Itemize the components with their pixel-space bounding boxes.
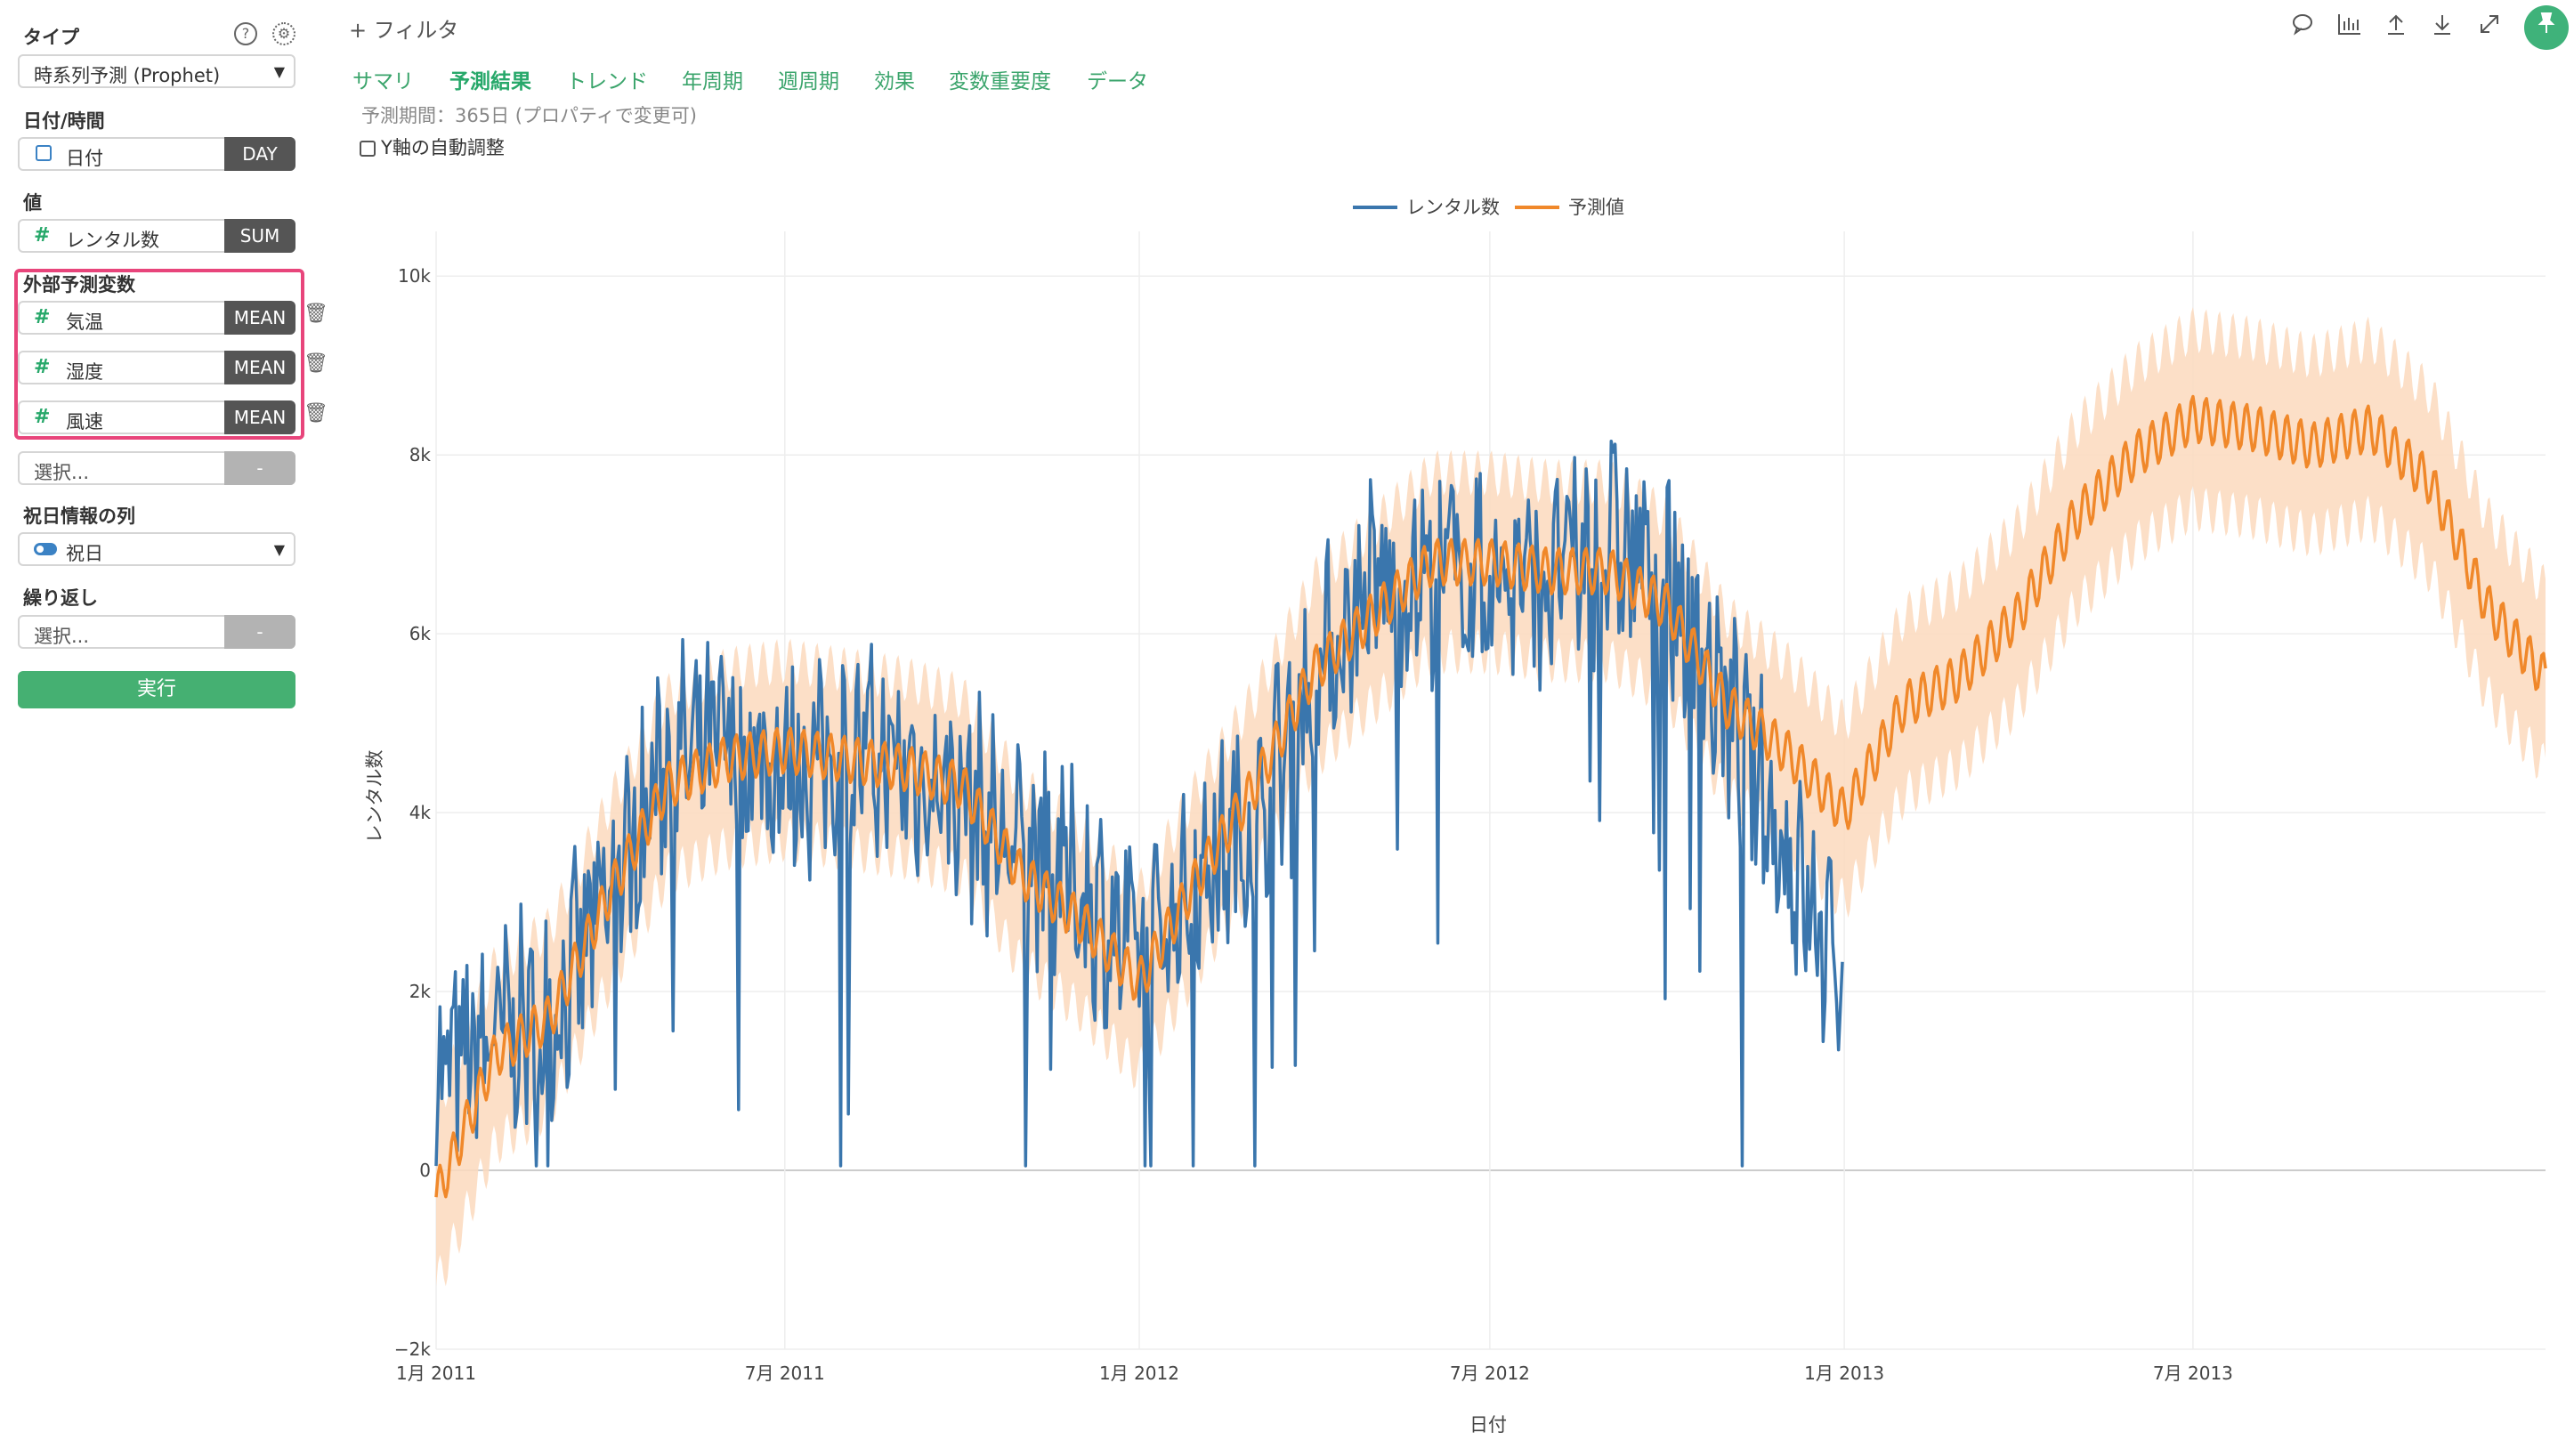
tab-forecast[interactable]: 予測結果	[449, 70, 531, 93]
y-axis-title: レンタル数	[364, 750, 385, 844]
bar-chart-icon[interactable]	[2337, 12, 2362, 41]
number-icon: #	[34, 406, 51, 428]
forecast-period-note: 予測期間：365日 (プロパティで変更可)	[361, 105, 697, 126]
auto-y-checkbox[interactable]: Y軸の自動調整	[360, 133, 505, 160]
regressor-agg-button[interactable]: MEAN	[224, 351, 295, 384]
auto-y-label: Y軸の自動調整	[381, 137, 505, 158]
x-tick-label: 1月 2011	[396, 1363, 476, 1384]
regressor-field[interactable]: # 湿度 MEAN	[18, 351, 295, 384]
date-field-name: 日付	[66, 148, 103, 169]
trash-icon[interactable]: 🗑	[304, 352, 328, 375]
number-icon: #	[34, 306, 51, 328]
regressors-label: 外部予測変数	[23, 274, 135, 295]
regressor-agg-button[interactable]: MEAN	[224, 400, 295, 434]
help-icon[interactable]: ?	[234, 22, 257, 45]
x-tick-label: 7月 2011	[745, 1363, 825, 1384]
value-field-name: レンタル数	[66, 230, 159, 251]
y-tick-label: 0	[419, 1160, 431, 1181]
comment-icon[interactable]	[2291, 12, 2314, 41]
repeat-label: 繰り返し	[23, 587, 98, 609]
date-unit-button[interactable]: DAY	[224, 137, 295, 171]
legend-label-actual: レンタル数	[1406, 197, 1500, 218]
x-tick-label: 1月 2012	[1099, 1363, 1179, 1384]
tab-data[interactable]: データ	[1087, 70, 1148, 93]
toggle-icon	[34, 543, 57, 555]
regressors-highlight	[14, 269, 304, 440]
series-line-forecast	[434, 394, 2547, 1199]
tab-effect[interactable]: 効果	[874, 70, 915, 93]
run-button[interactable]: 実行	[18, 671, 295, 708]
chart-legend: レンタル数 予測値	[1353, 197, 1624, 218]
download-icon[interactable]	[2432, 12, 2453, 41]
x-tick-label: 7月 2012	[1450, 1363, 1530, 1384]
holiday-select[interactable]: 祝日 ▼	[18, 532, 295, 566]
y-tick-label: 6k	[409, 623, 432, 644]
forecast-band-layer	[436, 307, 2546, 1287]
regressor-agg-button[interactable]: MEAN	[224, 301, 295, 335]
value-label: 値	[23, 192, 42, 214]
series-line-actual	[434, 440, 1844, 1168]
y-tick-label: 8k	[409, 444, 432, 465]
tab-summary[interactable]: サマリ	[352, 70, 414, 93]
tab-trend[interactable]: トレンド	[566, 70, 648, 93]
y-tick-label: −2k	[394, 1339, 431, 1360]
tab-importance[interactable]: 変数重要度	[949, 70, 1051, 93]
holiday-value: 祝日	[66, 543, 103, 564]
regressor-add-button[interactable]: -	[224, 451, 295, 485]
checkbox-icon[interactable]	[360, 141, 376, 157]
holiday-label: 祝日情報の列	[23, 506, 135, 527]
left-panel: タイプ ? ⚙ 時系列予測 (Prophet) ▼ 日付/時間 日付 DAY 値…	[0, 0, 328, 1456]
chevron-down-icon: ▼	[273, 63, 285, 80]
filter-button[interactable]: + フィルタ	[349, 18, 459, 43]
regressor-field[interactable]: # 風速 MEAN	[18, 400, 295, 434]
regressor-add-select[interactable]: 選択... -	[18, 451, 295, 485]
x-tick-label: 1月 2013	[1804, 1363, 1884, 1384]
regressor-name: 気温	[66, 311, 103, 333]
pin-icon[interactable]	[2524, 5, 2569, 50]
value-agg-button[interactable]: SUM	[224, 219, 295, 253]
expand-icon[interactable]	[2478, 12, 2501, 41]
type-select[interactable]: 時系列予測 (Prophet) ▼	[18, 54, 295, 88]
trash-icon[interactable]: 🗑	[304, 303, 328, 325]
gear-icon[interactable]: ⚙	[272, 22, 295, 45]
number-icon: #	[34, 224, 51, 247]
series-lines	[434, 394, 2547, 1199]
forecast-band	[436, 307, 2546, 1287]
regressor-field[interactable]: # 気温 MEAN	[18, 301, 295, 335]
number-icon: #	[34, 356, 51, 378]
axis-ticks: −2k 0 2k 4k 6k 8k 10k 1月 2011 7月 2011 1月 2012 7月 2…	[394, 265, 2233, 1384]
x-axis-title: 日付	[1469, 1414, 1507, 1436]
regressor-name: 湿度	[66, 361, 103, 383]
repeat-add-button[interactable]: -	[224, 615, 295, 649]
value-field[interactable]: # レンタル数 SUM	[18, 219, 295, 253]
type-label: タイプ	[23, 27, 79, 48]
legend-label-forecast: 予測値	[1568, 197, 1624, 218]
chevron-down-icon: ▼	[273, 541, 285, 558]
x-tick-label: 7月 2013	[2153, 1363, 2233, 1384]
calendar-icon	[36, 145, 52, 161]
select-placeholder: 選択...	[34, 462, 90, 483]
upload-icon[interactable]	[2385, 12, 2407, 41]
date-label: 日付/時間	[23, 110, 105, 132]
tab-yearly[interactable]: 年周期	[682, 70, 743, 93]
regressor-name: 風速	[66, 411, 103, 433]
repeat-select[interactable]: 選択... -	[18, 615, 295, 649]
type-value: 時系列予測 (Prophet)	[34, 65, 221, 86]
y-tick-label: 10k	[398, 265, 431, 287]
repeat-placeholder: 選択...	[34, 626, 90, 647]
date-field[interactable]: 日付 DAY	[18, 137, 295, 171]
trash-icon[interactable]: 🗑	[304, 402, 328, 425]
y-tick-label: 4k	[409, 802, 432, 823]
tab-weekly[interactable]: 週周期	[778, 70, 839, 93]
y-tick-label: 2k	[409, 981, 432, 1002]
